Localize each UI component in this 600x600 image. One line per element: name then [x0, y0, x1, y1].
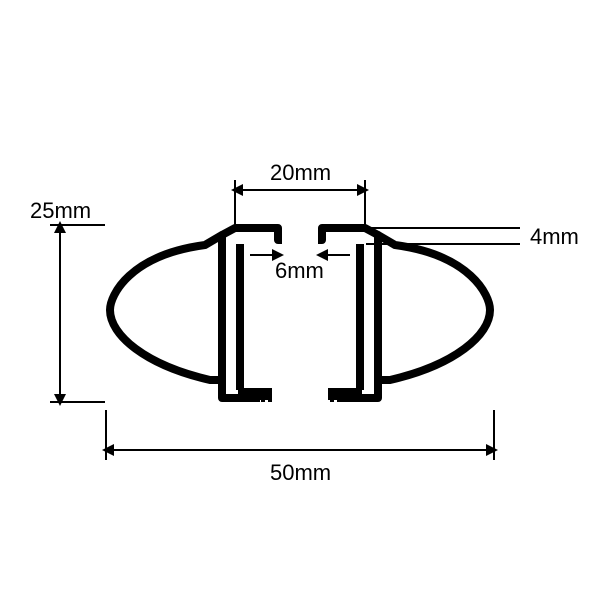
top-bridge-left: [222, 228, 282, 240]
left-foot: [238, 388, 272, 402]
label-25mm: 25mm: [30, 198, 91, 223]
label-4mm: 4mm: [530, 224, 579, 249]
right-foot: [328, 388, 362, 402]
dim-50mm: 50mm: [106, 410, 494, 485]
outer-shell-right: [378, 235, 490, 380]
outer-shell: [110, 235, 222, 380]
dim-25mm: 25mm: [30, 198, 105, 402]
top-bridge-right: [318, 228, 378, 240]
dim-6mm: 6mm: [250, 255, 350, 283]
cross-section-diagram: 20mm 6mm 4mm 25mm 50mm: [0, 0, 600, 600]
label-50mm: 50mm: [270, 460, 331, 485]
profile-shape: [110, 228, 490, 402]
label-6mm: 6mm: [275, 258, 324, 283]
dim-20mm: 20mm: [235, 160, 365, 225]
label-20mm: 20mm: [270, 160, 331, 185]
